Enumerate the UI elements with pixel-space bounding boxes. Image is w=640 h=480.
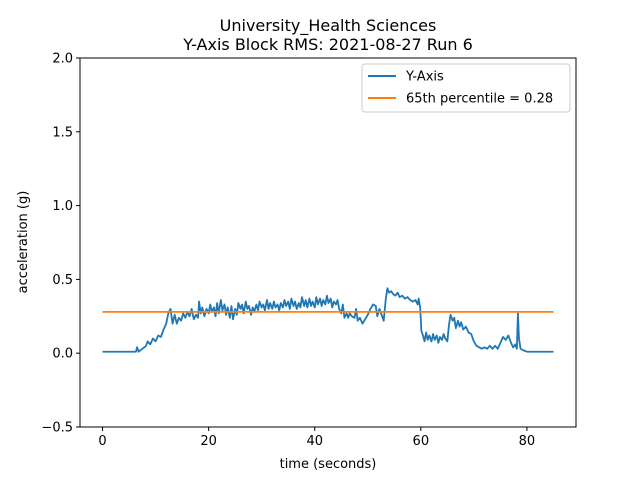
y-tick-label: 0.5 bbox=[52, 273, 73, 288]
legend: Y-Axis 65th percentile = 0.28 bbox=[361, 63, 571, 113]
legend-box bbox=[361, 63, 571, 113]
axes: 0 20 40 60 80 −0.5 0.0 0.5 1.0 1.5 2.0 bbox=[41, 52, 577, 449]
x-axis-label: time (seconds) bbox=[280, 457, 377, 472]
chart-title-line1: University_Health Sciences bbox=[220, 16, 437, 36]
x-tick-label: 80 bbox=[519, 434, 536, 449]
y-axis-label: acceleration (g) bbox=[16, 191, 31, 294]
x-tick-label: 0 bbox=[98, 434, 106, 449]
y-tick-label: 1.0 bbox=[52, 199, 73, 214]
y-tick-label: 2.0 bbox=[52, 52, 73, 67]
y-tick-label: 1.5 bbox=[52, 125, 73, 140]
legend-label-0: Y-Axis bbox=[405, 70, 444, 85]
legend-label-1: 65th percentile = 0.28 bbox=[406, 92, 553, 107]
plot-area bbox=[102, 287, 554, 353]
x-tick-label: 20 bbox=[200, 434, 217, 449]
y-tick-label: 0.0 bbox=[52, 347, 73, 362]
x-tick-label: 40 bbox=[306, 434, 323, 449]
y-tick-label: −0.5 bbox=[41, 421, 73, 436]
x-tick-label: 60 bbox=[413, 434, 430, 449]
axes-frame bbox=[79, 57, 577, 428]
series-line-0 bbox=[102, 287, 554, 353]
chart-title-line2: Y-Axis Block RMS: 2021-08-27 Run 6 bbox=[182, 35, 473, 54]
